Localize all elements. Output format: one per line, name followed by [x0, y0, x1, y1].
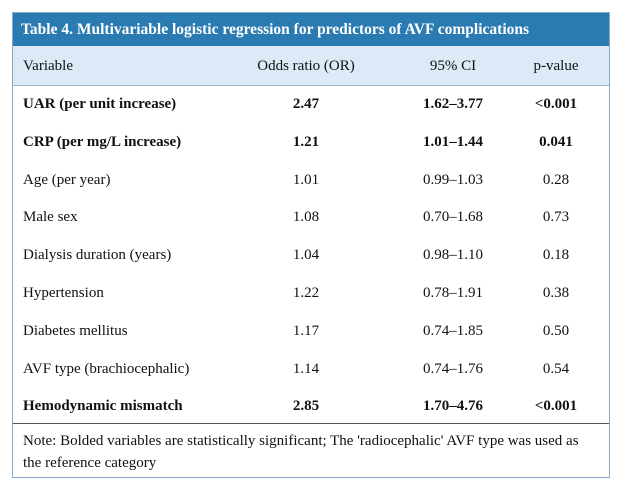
- table-cell: 1.04: [292, 247, 320, 264]
- table-title: Table 4. Multivariable logistic regressi…: [13, 13, 609, 46]
- table-row: UAR (per unit increase) 2.47 1.62–3.77 <0.0…: [13, 86, 609, 124]
- table-cell: 1.17: [292, 322, 320, 339]
- header-cell: Odds ratio (OR): [257, 58, 355, 74]
- table-cell: 0.38: [542, 285, 570, 301]
- table-cell: 0.74–1.76: [423, 360, 483, 377]
- table-cell: 1.01: [292, 171, 320, 188]
- table-cell: 1.22: [292, 285, 320, 301]
- table-cell: <0.001: [534, 398, 578, 415]
- table-cell: 0.78–1.91: [423, 285, 483, 301]
- table-cell: 0.98–1.10: [423, 247, 483, 264]
- table-cell: 0.70–1.68: [423, 209, 483, 226]
- table-cell: Male sex: [23, 209, 78, 226]
- table-cell: 1.01–1.44: [423, 133, 483, 150]
- header-cell: p-value: [533, 58, 579, 74]
- table-cell: 0.74–1.85: [423, 322, 483, 339]
- table-cell: 0.50: [542, 322, 570, 339]
- table-cell: Dialysis duration (years): [23, 247, 172, 264]
- table-row: Age (per year) 1.01 0.99–1.03 0.28: [13, 162, 609, 200]
- table-cell: 1.08: [292, 209, 320, 226]
- table-cell: 0.54: [542, 360, 570, 377]
- table-cell: 1.14: [292, 360, 320, 377]
- table-cell: 1.62–3.77: [423, 96, 483, 112]
- table-cell: 0.73: [542, 209, 570, 226]
- header-cell: Variable: [23, 58, 73, 74]
- table-cell: 0.041: [539, 133, 573, 150]
- table-cell: 2.47: [292, 96, 320, 112]
- table-row: Diabetes mellitus 1.17 0.74–1.85 0.50: [13, 313, 609, 351]
- header-cell: 95% CI: [429, 58, 477, 74]
- table-note: Note: Bolded variables are statistically…: [13, 423, 609, 474]
- table-cell: <0.001: [534, 96, 578, 112]
- table-row: Male sex 1.08 0.70–1.68 0.73: [13, 199, 609, 237]
- table-row: AVF type (brachiocephalic) 1.14 0.74–1.76 0…: [13, 351, 609, 389]
- table-cell: 1.70–4.76: [423, 398, 483, 415]
- table-cell: Diabetes mellitus: [23, 322, 128, 339]
- table-frame: Table 4. Multivariable logistic regressi…: [12, 12, 610, 478]
- table-cell: 1.21: [292, 133, 320, 150]
- table-row: CRP (per mg/L increase) 1.21 1.01–1.44 0.04…: [13, 124, 609, 162]
- table-cell: CRP (per mg/L increase): [23, 133, 182, 150]
- table-cell: 0.28: [542, 171, 570, 188]
- table-cell: Hemodynamic mismatch: [23, 398, 183, 415]
- table-cell: UAR (per unit increase): [23, 96, 177, 112]
- table-cell: AVF type (brachiocephalic): [23, 360, 190, 377]
- header-row: Variable Odds ratio (OR) 95% CI p-value: [13, 46, 609, 86]
- table-row: Dialysis duration (years) 1.04 0.98–1.10 0.…: [13, 237, 609, 275]
- table-cell: 2.85: [292, 398, 320, 415]
- table-cell: 0.99–1.03: [423, 171, 483, 188]
- table-row: Hypertension 1.22 0.78–1.91 0.38: [13, 275, 609, 313]
- table-cell: Age (per year): [23, 171, 111, 188]
- table-cell: Hypertension: [23, 285, 104, 301]
- table-cell: 0.18: [542, 247, 570, 264]
- table-row: Hemodynamic mismatch 2.85 1.70–4.76 <0.001: [13, 388, 609, 426]
